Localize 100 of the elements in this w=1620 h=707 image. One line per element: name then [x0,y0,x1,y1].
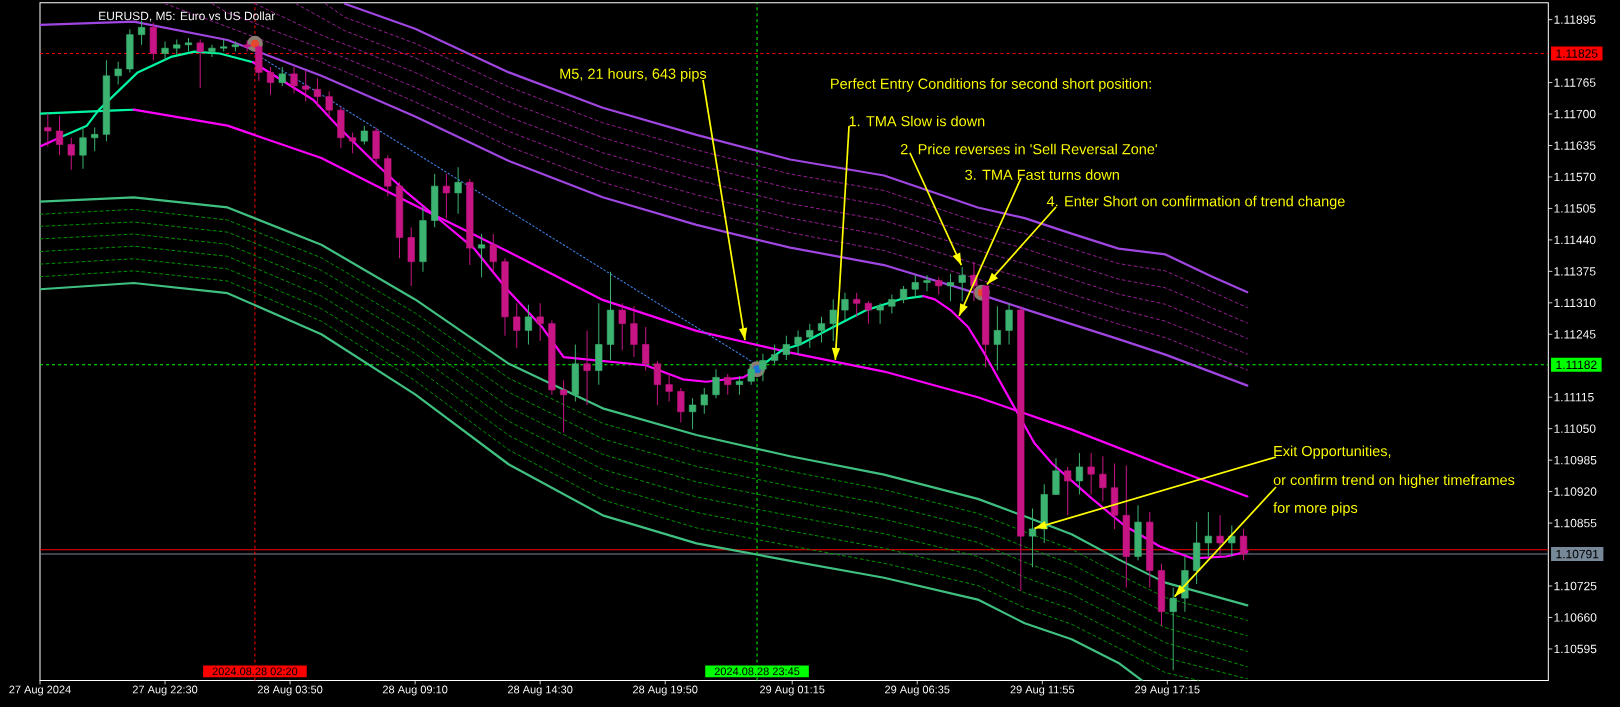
x-tick-label: 28 Aug 03:50 [257,685,323,696]
candlestick [1099,455,1107,502]
candlestick [712,368,720,399]
candlestick [700,387,708,415]
x-tick-label: 29 Aug 17:15 [1135,685,1200,696]
candlestick [1087,452,1095,496]
y-tick-label: 1.10920 [1554,487,1597,496]
candlestick [888,294,896,314]
candlestick [794,329,802,356]
candlestick [290,66,298,94]
x-tick-label: 29 Aug 01:15 [760,685,825,696]
x-tick-label: 28 Aug 19:50 [633,685,698,696]
candlestick [477,233,486,278]
annotation: or confirm trend on higher timeframes [1273,474,1515,488]
candlestick [138,20,146,46]
candlestick [1028,508,1037,568]
candlestick [1064,466,1072,516]
text: EURUSD, M5: Euro vs US Dollar [99,11,276,22]
candlestick [958,266,966,302]
candlestick [1204,511,1212,557]
candlestick [1005,302,1013,345]
candlestick [536,302,544,342]
candlestick [44,113,52,147]
candlestick [841,292,849,321]
candlestick [630,305,638,358]
annotation: M5, 21 hours, 643 pips [560,68,707,82]
candlestick [583,329,591,406]
candlestick [67,137,75,171]
candlestick [735,375,744,396]
candlestick [313,77,322,108]
candlestick [724,373,732,396]
ref-line-label: 1.11182 [1556,360,1597,370]
candlestick [771,343,779,365]
candlestick [454,166,462,215]
y-tick-label: 1.11050 [1554,424,1596,433]
candlestick [278,66,286,87]
ref-line-label: 2024.08.28 23:45 [714,667,800,676]
candlestick [325,90,333,118]
x-tick-label: 27 Aug 22:30 [132,685,198,696]
annotation: Perfect Entry Conditions for second short position: [831,78,1151,92]
candlestick [1228,524,1236,557]
candlestick [91,127,99,152]
candlestick [993,305,1001,372]
x-tick-label: 28 Aug 14:30 [507,685,573,696]
y-tick-label: 1.10595 [1554,644,1597,654]
candlestick [114,61,122,85]
y-tick-label: 1.11245 [1554,330,1596,339]
candlestick [817,316,826,344]
y-tick-label: 1.11440 [1554,235,1596,245]
candlestick [688,397,697,430]
candlestick [653,360,661,406]
annotation: for more pips [1273,502,1358,516]
ref-line-label: 1.11825 [1556,49,1598,58]
candlestick [513,302,521,349]
candlestick [1239,528,1248,561]
y-tick-label: 1.11895 [1554,15,1596,24]
candlestick [618,302,626,351]
candlestick [55,114,64,156]
candlestick [864,300,872,325]
y-tick-label: 1.10855 [1554,518,1597,528]
candlestick [923,274,931,292]
y-tick-label: 1.11700 [1554,109,1596,119]
candlestick [161,40,169,61]
candlestick [1075,452,1083,496]
candlestick [853,292,861,318]
y-tick-label: 1.11505 [1554,204,1596,213]
candlestick [560,379,568,434]
candlestick [1216,514,1224,557]
candlestick [1052,457,1060,496]
y-tick-label: 1.11115 [1554,393,1594,402]
candlestick [677,387,685,423]
candlestick [196,38,204,89]
y-tick-label: 1.11765 [1554,78,1596,87]
x-tick-label: 29 Aug 11:55 [1010,685,1075,696]
candlestick [266,66,275,96]
ref-line-label: 1.10791 [1556,549,1599,559]
y-tick-label: 1.11570 [1554,172,1596,182]
candlestick [665,373,673,403]
candlestick [243,39,251,53]
ref-line-label: 2024.08.28 02:20 [212,667,298,676]
candlestick [349,131,357,154]
candlestick [1169,586,1177,671]
candlestick [360,125,368,146]
y-tick-label: 1.11310 [1554,298,1596,308]
x-tick-label: 29 Aug 06:35 [885,685,950,696]
candlestick [911,274,919,299]
candlestick [782,335,790,361]
annotation: 4. Enter Short on confirmation of trend change [1046,195,1345,210]
candlestick [442,173,450,220]
y-tick-label: 1.10725 [1554,581,1597,591]
x-tick-label: 27 Aug 2024 [9,685,71,696]
candlestick [806,323,814,349]
annotation: 1. TMA Slow is down [849,115,985,127]
y-tick-label: 1.11635 [1554,141,1596,150]
annotation: 2. Price reverses in 'Sell Reversal Zone' [900,143,1157,155]
candlestick [829,298,837,342]
candlestick [876,302,884,325]
candlestick [208,44,216,58]
candlestick [747,363,755,386]
annotation: Exit Opportunities, [1274,445,1391,460]
